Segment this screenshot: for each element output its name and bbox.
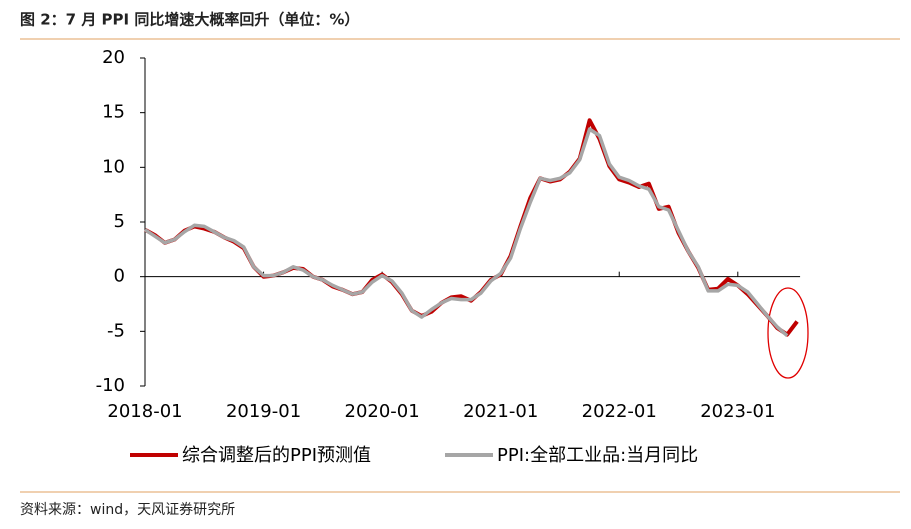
series-line — [144, 118, 799, 337]
source: 资料来源：wind，天风证券研究所 — [20, 502, 235, 518]
x-tick-label: 2021-01 — [463, 401, 538, 422]
legend-label: 综合调整后的PPI预测值 — [182, 445, 371, 466]
series-line — [144, 127, 789, 338]
x-tick-label: 2023-01 — [700, 401, 775, 422]
highlight-ellipse — [767, 287, 809, 379]
y-tick-label: -5 — [107, 320, 125, 341]
x-tick-label: 2019-01 — [226, 401, 301, 422]
x-tick-label: 2020-01 — [345, 401, 420, 422]
x-tick-label: 2018-01 — [107, 401, 182, 422]
x-tick-label: 2022-01 — [582, 401, 657, 422]
chart-title: 图 2：7 月 PPI 同比增速大概率回升（单位：%） — [20, 11, 359, 29]
y-tick-label: 10 — [102, 156, 125, 177]
y-tick-label: -10 — [96, 375, 125, 396]
y-tick-label: 0 — [114, 266, 125, 287]
y-tick-label: 5 — [114, 211, 125, 232]
y-tick-label: 15 — [102, 102, 125, 123]
y-tick-label: 20 — [102, 47, 125, 68]
legend-label: PPI:全部工业品:当月同比 — [497, 445, 698, 466]
